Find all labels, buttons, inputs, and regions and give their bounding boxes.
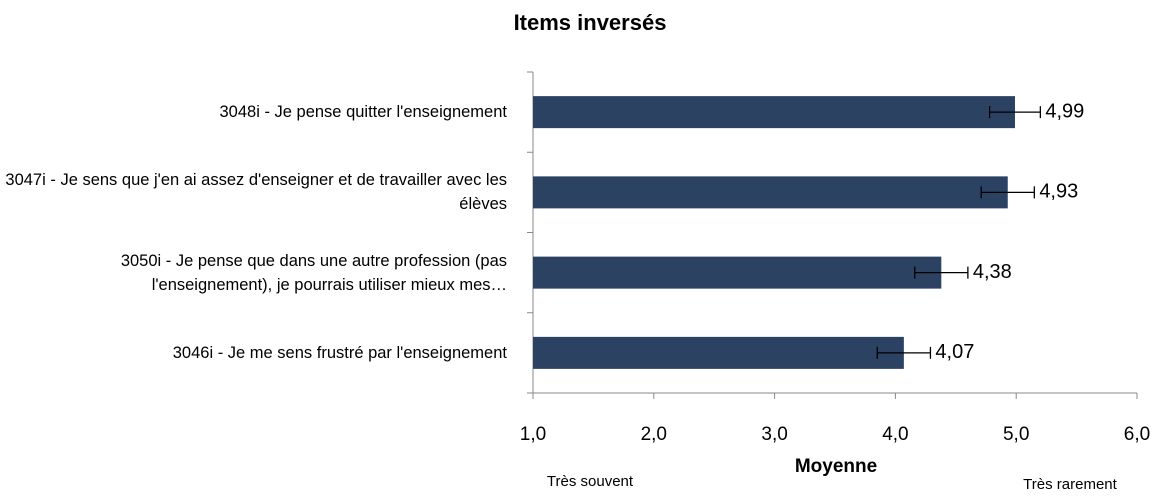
y-tick-label: 3050i - Je pense que dans une autre prof… [120, 251, 507, 294]
bar [533, 176, 1008, 209]
x-tick-label: 6,0 [1124, 424, 1150, 445]
x-tick-label: 4,0 [882, 424, 908, 445]
chart-title: Items inversés [514, 10, 667, 35]
annotation: Très rarement [1023, 476, 1117, 493]
y-tick-label: 3047i - Je sens que j'en ai assez d'ense… [5, 171, 507, 214]
x-axis-label: Moyenne [795, 456, 877, 477]
annotation: Très souvent [547, 473, 634, 490]
y-tick-label: 3046i - Je me sens frustré par l'enseign… [172, 343, 507, 362]
bar [533, 96, 1015, 129]
x-tick-label: 1,0 [520, 424, 546, 445]
x-tick-label: 2,0 [641, 424, 667, 445]
data-label: 4,07 [935, 341, 974, 363]
bar [533, 336, 904, 369]
y-tick-label: 3048i - Je pense quitter l'enseignement [219, 103, 507, 122]
data-label: 4,99 [1045, 100, 1084, 122]
x-tick-label: 3,0 [761, 424, 787, 445]
x-tick-label: 5,0 [1003, 424, 1029, 445]
bar [533, 256, 942, 289]
data-label: 4,93 [1039, 181, 1078, 203]
data-label: 4,38 [973, 261, 1012, 283]
